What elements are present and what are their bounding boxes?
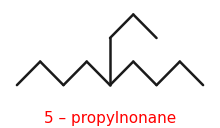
Text: 5 – propylnonane: 5 – propylnonane bbox=[44, 111, 176, 126]
